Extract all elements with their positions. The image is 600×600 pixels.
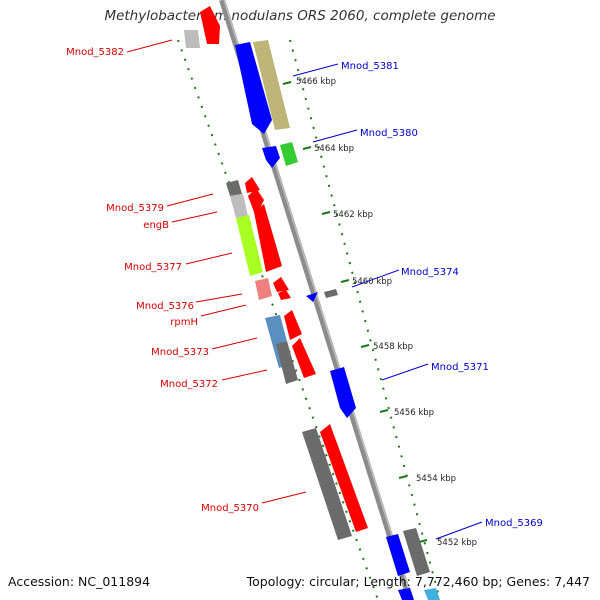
scale-tick (302, 146, 312, 150)
scale-tick (379, 409, 389, 413)
scale-ticks (282, 81, 428, 543)
gene-green[interactable] (280, 142, 298, 166)
left-gene-labels: Mnod_5382 Mnod_5379 engB Mnod_5377 Mnod_… (66, 39, 307, 514)
gene-features (184, 6, 440, 600)
gene-mnod-5371[interactable] (330, 367, 356, 418)
gene-label-mnod-5373[interactable]: Mnod_5373 (151, 347, 209, 358)
gene-mnod-5370[interactable] (302, 428, 352, 540)
gene-mnod-5382[interactable] (184, 30, 200, 48)
gene-mnod-5369-gray[interactable] (403, 528, 430, 576)
gene-label-mnod-5376[interactable]: Mnod_5376 (136, 301, 194, 312)
accession-text: Accession: NC_011894 (8, 574, 151, 589)
gene-label-rpmh[interactable]: rpmH (170, 317, 198, 328)
topology-text: Topology: circular; Length: 7,772,460 bp… (246, 574, 590, 589)
label-leader (381, 363, 429, 381)
label-leader (312, 129, 358, 143)
gene-top-red[interactable] (200, 6, 220, 44)
gene-mnod-5377-red[interactable] (254, 204, 282, 272)
gene-label-mnod-5381[interactable]: Mnod_5381 (341, 61, 399, 72)
gene-mnod-5381[interactable] (235, 42, 272, 134)
gene-khaki[interactable] (253, 40, 290, 130)
scale-tick (282, 81, 292, 85)
label-leader (195, 293, 243, 303)
label-leader (126, 39, 173, 53)
gene-label-mnod-5370[interactable]: Mnod_5370 (201, 503, 259, 514)
gene-mnod-5379[interactable] (226, 180, 242, 196)
gene-engb-red[interactable] (248, 188, 264, 212)
scale-tick (321, 211, 331, 215)
gene-mnod-5374[interactable] (306, 292, 318, 302)
gene-mnod-5380[interactable] (262, 146, 280, 168)
scale-tick-label: 5456 kbp (394, 408, 434, 418)
gene-label-mnod-5380[interactable]: Mnod_5380 (360, 128, 418, 139)
scale-tick-label: 5460 kbp (352, 277, 392, 287)
gene-mnod-5377[interactable] (236, 215, 263, 276)
gene-label-mnod-5371[interactable]: Mnod_5371 (431, 362, 489, 373)
gene-mnod-5374-gray[interactable] (324, 289, 338, 298)
gene-rpmh-small[interactable] (278, 290, 291, 300)
label-leader (171, 211, 218, 223)
gene-mnod-5373-red[interactable] (284, 310, 302, 340)
gene-label-engb[interactable]: engB (143, 220, 169, 231)
label-leader (200, 304, 247, 317)
gene-rpmh[interactable] (273, 277, 289, 292)
gene-label-mnod-5382[interactable]: Mnod_5382 (66, 47, 124, 58)
label-leader (261, 491, 307, 504)
scale-tick (340, 279, 350, 283)
scale-tick (398, 475, 408, 479)
gene-mnod-5376[interactable] (255, 278, 272, 300)
label-leader (221, 369, 268, 381)
scale-tick (360, 344, 370, 348)
label-leader (435, 521, 483, 540)
scale-tick-label: 5464 kbp (314, 144, 354, 154)
gene-label-mnod-5377[interactable]: Mnod_5377 (124, 262, 182, 273)
gene-mnod-5369[interactable] (386, 534, 410, 576)
scale-tick-label: 5454 kbp (416, 474, 456, 484)
gene-label-mnod-5372[interactable]: Mnod_5372 (160, 379, 218, 390)
gene-bottom-cyan[interactable] (424, 588, 440, 600)
gene-engb[interactable] (230, 194, 248, 218)
gene-small-red[interactable] (245, 177, 260, 193)
right-gene-labels: Mnod_5381 Mnod_5380 Mnod_5374 Mnod_5371 … (292, 61, 543, 540)
scale-tick-label: 5466 kbp (296, 77, 336, 87)
track-boundary-right (289, 39, 441, 600)
gene-bottom-blue[interactable] (398, 588, 414, 600)
scale-tick-label: 5452 kbp (437, 538, 477, 548)
gene-mnod-5372[interactable] (276, 341, 298, 384)
scale-tick-label: 5458 kbp (373, 342, 413, 352)
scale-tick-label: 5462 kbp (333, 210, 373, 220)
gene-label-mnod-5374[interactable]: Mnod_5374 (401, 267, 459, 278)
label-leader (185, 252, 233, 265)
gene-mnod-5370-red[interactable] (320, 424, 368, 532)
label-leader (292, 63, 339, 77)
label-leader (211, 337, 258, 350)
gene-label-mnod-5369[interactable]: Mnod_5369 (485, 518, 543, 529)
gene-mnod-5372-red[interactable] (292, 338, 316, 378)
label-leader (351, 269, 400, 288)
label-leader (166, 193, 214, 207)
gene-label-mnod-5379[interactable]: Mnod_5379 (106, 203, 164, 214)
scale-tick-labels: 5466 kbp 5464 kbp 5462 kbp 5460 kbp 5458… (296, 77, 477, 548)
